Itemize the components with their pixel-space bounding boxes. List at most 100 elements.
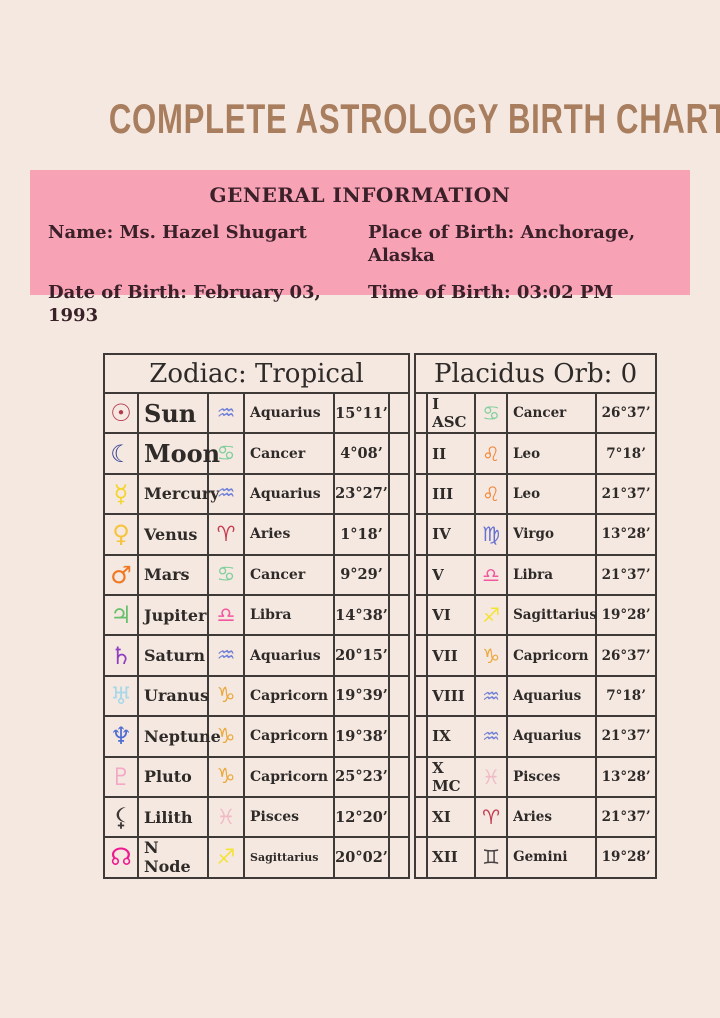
- general-info-grid: Name: Ms. Hazel Shugart Date of Birth: F…: [30, 221, 690, 328]
- zodiac-row: Lilith ♓ Pisces 12°20’: [103, 795, 411, 839]
- spacer-cell: [387, 391, 411, 435]
- date-of-birth-line: Date of Birth: February 03, 1993: [48, 281, 321, 327]
- house-label: IV: [426, 513, 477, 556]
- house-label: XI: [426, 795, 477, 839]
- sign-icon-cell: ♈: [207, 513, 245, 556]
- house-row: IV ♍ Virgo 13°28’: [414, 513, 658, 556]
- planet-icon-cell: ♇: [103, 755, 139, 798]
- planet-icon-cell: ♂: [103, 553, 139, 596]
- zodiac-table: Zodiac: Tropical ☉ Sun ♒ Aquarius 15°11’ ☾ Moo…: [102, 353, 411, 879]
- degrees-value: 1°18’: [333, 513, 390, 556]
- degrees-value: 19°38’: [333, 715, 390, 758]
- lilith-icon: [116, 806, 126, 829]
- sign-name: Capricorn: [243, 715, 335, 758]
- libra-icon: ♎: [482, 562, 501, 587]
- sign-name: Aquarius: [243, 472, 335, 516]
- planet-icon-cell: ♄: [103, 634, 139, 677]
- jupiter-icon: ♃: [110, 601, 132, 630]
- house-label: III: [426, 472, 477, 516]
- north-node-icon: ☊: [110, 843, 132, 872]
- spacer-cell: [387, 472, 411, 516]
- degrees-value: 9°29’: [333, 553, 390, 596]
- planet-icon-cell: ☿: [103, 472, 139, 516]
- planet-name: Lilith: [137, 795, 209, 839]
- zodiac-row: ♃ Jupiter ♎ Libra 14°38’: [103, 593, 411, 637]
- neptune-icon: ♆: [110, 722, 132, 751]
- sagittarius-icon: ♐: [482, 603, 501, 628]
- capricorn-icon: ♑: [216, 723, 236, 748]
- sign-icon-cell: ♎: [474, 553, 509, 596]
- mars-icon: ♂: [110, 560, 132, 589]
- degrees-value: 26°37’: [595, 391, 658, 435]
- degrees-value: 20°02’: [333, 836, 390, 879]
- sign-name: Leo: [506, 472, 598, 516]
- planet-name: N Node: [137, 836, 209, 879]
- house-row: V ♎ Libra 21°37’: [414, 553, 658, 596]
- capricorn-icon: ♑: [482, 643, 501, 668]
- aquarius-icon: ♒: [482, 683, 501, 708]
- spacer-cell: [414, 513, 429, 556]
- spacer-cell: [414, 472, 429, 516]
- sign-icon-cell: ♊: [474, 836, 509, 879]
- house-row: III ♌ Leo 21°37’: [414, 472, 658, 516]
- degrees-value: 19°28’: [595, 593, 658, 637]
- spacer-cell: [387, 715, 411, 758]
- house-label: IX: [426, 715, 477, 758]
- cancer-icon: ♋: [482, 401, 501, 426]
- spacer-cell: [387, 795, 411, 839]
- sign-icon-cell: ♑: [207, 674, 245, 718]
- sign-icon-cell: ♒: [207, 391, 245, 435]
- sign-icon-cell: ♑: [207, 715, 245, 758]
- house-row: VII ♑ Capricorn 26°37’: [414, 634, 658, 677]
- sign-icon-cell: ♑: [474, 634, 509, 677]
- sign-name: Cancer: [243, 553, 335, 596]
- degrees-value: 26°37’: [595, 634, 658, 677]
- aries-icon: ♈: [482, 805, 501, 830]
- spacer-cell: [387, 755, 411, 798]
- spacer-cell: [414, 755, 429, 798]
- zodiac-table-header: Zodiac: Tropical: [102, 353, 411, 394]
- pisces-icon: ♓: [482, 764, 501, 789]
- spacer-cell: [414, 795, 429, 839]
- sagittarius-icon: ♐: [216, 844, 236, 869]
- houses-table: Placidus Orb: 0 I ASC ♋ Cancer 26°37’ II ♌ Leo…: [414, 353, 658, 879]
- degrees-value: 19°28’: [595, 836, 658, 879]
- zodiac-row: ♆ Neptune ♑ Capricorn 19°38’: [103, 715, 411, 758]
- house-row: I ASC ♋ Cancer 26°37’: [414, 391, 658, 435]
- page-title: COMPLETE ASTROLOGY BIRTH CHART: [0, 98, 720, 141]
- sign-icon-cell: ♓: [207, 795, 245, 839]
- sign-name: Capricorn: [506, 634, 598, 677]
- house-label: II: [426, 432, 477, 475]
- planet-name: Mercury: [137, 472, 219, 516]
- spacer-cell: [387, 836, 411, 879]
- venus-icon: ♀: [112, 520, 130, 549]
- sign-icon-cell: ♌: [474, 432, 509, 475]
- degrees-value: 21°37’: [595, 795, 658, 839]
- zodiac-row: ☾ Moon ♋ Cancer 4°08’: [103, 432, 411, 475]
- house-label: VII: [426, 634, 477, 677]
- house-label: XII: [426, 836, 477, 879]
- spacer-cell: [414, 674, 429, 718]
- degrees-value: 21°37’: [595, 472, 658, 516]
- zodiac-table-header-row: Zodiac: Tropical: [102, 353, 411, 394]
- house-row: XI ♈ Aries 21°37’: [414, 795, 658, 839]
- spacer-cell: [414, 553, 429, 596]
- pisces-icon: ♓: [216, 804, 236, 829]
- tables-container: Zodiac: Tropical ☉ Sun ♒ Aquarius 15°11’ ☾ Moo…: [102, 353, 658, 879]
- spacer-cell: [414, 432, 429, 475]
- degrees-value: 21°37’: [595, 715, 658, 758]
- cancer-icon: ♋: [216, 441, 236, 466]
- sign-icon-cell: ♒: [207, 634, 245, 677]
- sign-icon-cell: ♌: [474, 472, 509, 516]
- spacer-cell: [387, 593, 411, 637]
- aquarius-icon: ♒: [216, 400, 236, 425]
- sign-icon-cell: ♑: [207, 755, 245, 798]
- place-of-birth-line: Place of Birth: Anchorage, Alaska: [368, 222, 636, 267]
- aquarius-icon: ♒: [216, 643, 236, 668]
- sign-name: Virgo: [506, 513, 598, 556]
- zodiac-row: ☊ N Node ♐ Sagittarius 20°02’: [103, 836, 411, 879]
- sign-name: Pisces: [506, 755, 598, 798]
- spacer-cell: [387, 513, 411, 556]
- degrees-value: 21°37’: [595, 553, 658, 596]
